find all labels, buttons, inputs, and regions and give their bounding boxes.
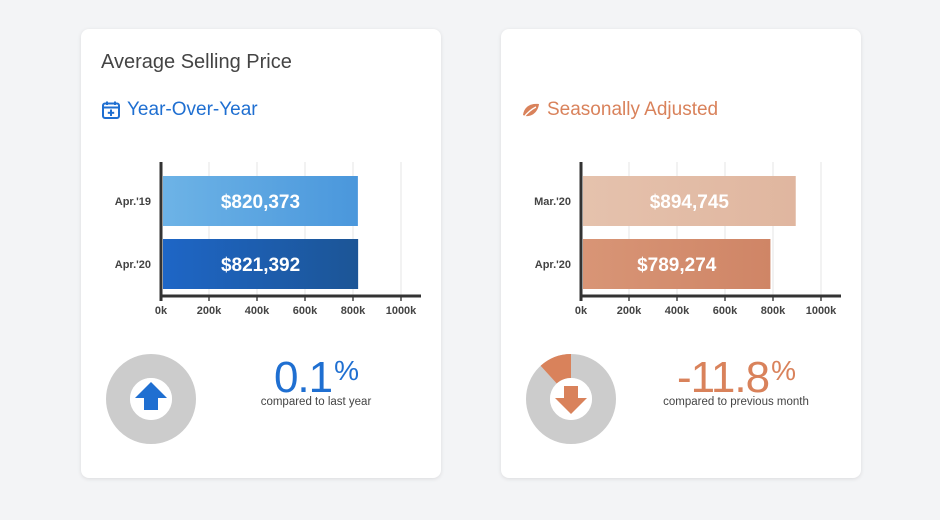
x-tick-label: 1000k <box>806 305 837 317</box>
x-tick-label: 400k <box>665 305 690 317</box>
subtitle-label: Year-Over-Year <box>127 99 258 120</box>
change-stat: -11.8% compared to previous month <box>641 353 831 409</box>
category-label: Apr.'19 <box>115 196 151 208</box>
bar-value-label: $789,274 <box>637 255 717 276</box>
seasonal-subtitle: Seasonally Adjusted <box>521 99 718 121</box>
change-donut <box>526 354 616 444</box>
change-value: -11.8 <box>677 353 770 402</box>
x-tick-label: 600k <box>713 305 738 317</box>
card-title: Average Selling Price <box>101 51 292 73</box>
x-tick-label: 0k <box>575 305 588 317</box>
subtitle-label: Seasonally Adjusted <box>547 99 719 120</box>
bar-value-label: $894,745 <box>650 192 730 213</box>
x-tick-label: 800k <box>341 305 366 317</box>
bar-value-label: $820,373 <box>221 192 300 213</box>
donut-segment <box>540 354 571 384</box>
percent-sign: % <box>771 355 796 386</box>
bar <box>583 176 796 226</box>
change-caption: compared to previous month <box>663 396 809 408</box>
change-stat: 0.1% compared to last year <box>221 353 411 409</box>
x-tick-label: 200k <box>617 305 642 317</box>
change-caption: compared to last year <box>260 396 372 408</box>
yoy-card: Average Selling Price Year-Over-Year 0k 2… <box>81 29 441 478</box>
calendar-plus-icon <box>102 101 120 119</box>
change-value: 0.1 <box>273 353 333 402</box>
percent-sign: % <box>334 355 359 386</box>
change-donut <box>106 354 196 444</box>
arrow-up-icon <box>135 382 167 410</box>
category-label: Apr.'20 <box>535 259 571 271</box>
arrow-down-icon <box>555 386 587 414</box>
bar-value-label: $821,392 <box>221 255 300 276</box>
seasonal-card: Seasonally Adjusted 0k 200k 400k 600k 800k 10… <box>501 29 861 478</box>
x-tick-label: 400k <box>245 305 270 317</box>
x-tick-label: 1000k <box>386 305 417 317</box>
x-tick-label: 200k <box>197 305 222 317</box>
leaf-icon <box>523 103 539 118</box>
bar <box>163 239 359 289</box>
x-tick-label: 600k <box>293 305 318 317</box>
x-tick-label: 0k <box>155 305 168 317</box>
bar <box>583 239 771 289</box>
category-label: Apr.'20 <box>115 259 151 271</box>
category-label: Mar.'20 <box>534 196 571 208</box>
x-tick-label: 800k <box>761 305 786 317</box>
yoy-subtitle: Year-Over-Year <box>101 99 258 121</box>
bar <box>163 176 358 226</box>
